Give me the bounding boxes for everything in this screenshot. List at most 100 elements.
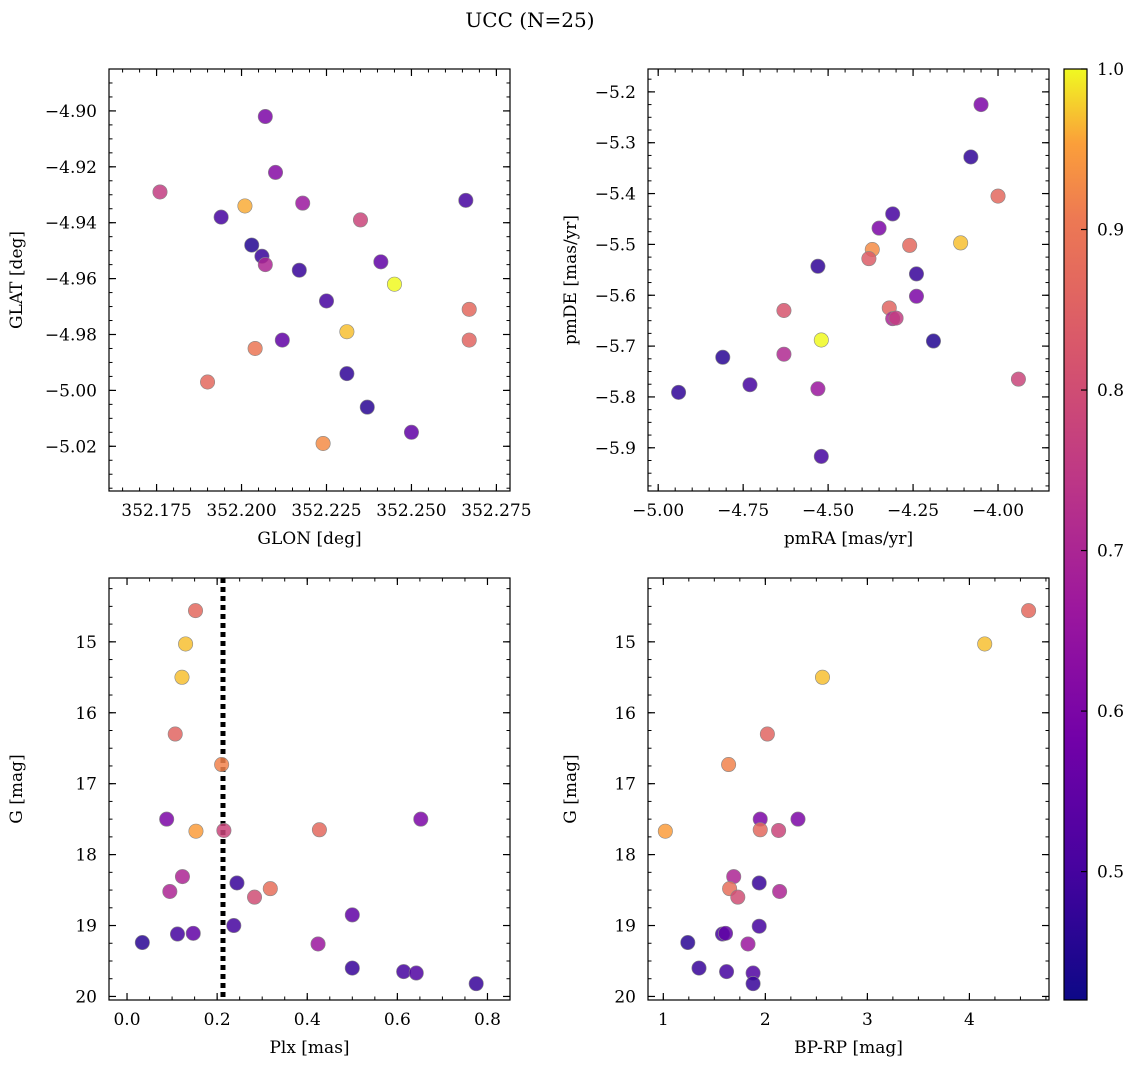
scatter-point <box>814 669 830 685</box>
scatter-point <box>885 206 901 222</box>
y-tick-label: −4.92 <box>45 158 97 178</box>
colorbar-tick-label: 1.0 <box>1097 60 1124 80</box>
scatter-point <box>742 377 758 393</box>
scatter-point <box>214 757 230 773</box>
scatter-point <box>339 324 355 340</box>
y-tick-label: 18 <box>75 846 97 866</box>
scatter-point <box>861 251 877 267</box>
y-tick-label: −4.94 <box>45 214 97 234</box>
x-tick-label: 0.2 <box>204 1010 231 1030</box>
scatter-point <box>772 883 788 899</box>
panel-plx-g: 0.0 0.2 0.4 0.6 0.8 15 16 17 18 19 20 Plx [mas] G [m… <box>7 577 511 1058</box>
scatter-point <box>813 448 829 464</box>
scatter-point <box>776 303 792 319</box>
scatter-point <box>229 875 245 891</box>
scatter-point <box>680 935 696 951</box>
x-tick-label: −4.00 <box>972 501 1024 521</box>
scatter-point <box>169 926 185 942</box>
y-axis-label: GLAT [deg] <box>7 231 27 329</box>
y-tick-label: 15 <box>75 633 97 653</box>
x-tick-label: −5.00 <box>632 501 684 521</box>
scatter-point <box>344 907 360 923</box>
scatter-point <box>311 822 327 838</box>
scatter-point <box>274 332 290 348</box>
scatter-point <box>413 811 429 827</box>
scatter-point <box>963 149 979 165</box>
x-tick-label: 2 <box>760 1010 771 1030</box>
scatter-point <box>310 936 326 952</box>
scatter-point <box>403 424 419 440</box>
scatter-point <box>953 235 969 251</box>
colorbar-tick-label: 0.8 <box>1097 381 1124 401</box>
y-axis-label: G [mag] <box>7 754 27 823</box>
panel-pmra-pmde: −5.00 −4.75 −4.50 −4.25 −4.00 −5.2 −5.3 −5.4 −5.… <box>561 68 1050 549</box>
panel-bprp-g: 1 2 3 4 15 16 17 18 19 20 BP-RP [mag] G [mag] <box>561 577 1050 1058</box>
scatter-point <box>718 925 734 941</box>
scatter-point <box>247 889 263 905</box>
scatter-point <box>902 237 918 253</box>
x-tick-label: 352.200 <box>206 501 276 521</box>
y-tick-label: −5.7 <box>595 337 636 357</box>
scatter-point <box>315 435 331 451</box>
panels: 352.175 352.200 352.225 352.250 352.275 −4.90… <box>7 68 1050 1058</box>
y-tick-label: 17 <box>614 775 636 795</box>
y-tick-label: 16 <box>75 704 97 724</box>
scatter-point <box>990 188 1006 204</box>
scatter-point <box>162 883 178 899</box>
scatter-point <box>188 603 204 619</box>
scatter-point <box>461 301 477 317</box>
y-tick-label: 20 <box>75 987 97 1007</box>
scatter-point <box>159 811 175 827</box>
x-axis-label: pmRA [mas/yr] <box>784 529 913 549</box>
y-tick-label: −5.9 <box>595 439 636 459</box>
scatter-point <box>691 960 707 976</box>
scatter-point <box>291 262 307 278</box>
scatter-point <box>776 346 792 362</box>
y-tick-label: −5.2 <box>595 83 636 103</box>
y-tick-label: 17 <box>75 775 97 795</box>
scatter-point <box>458 192 474 208</box>
scatter-point <box>752 822 768 838</box>
axes-frame <box>108 577 511 1001</box>
axes-frame <box>647 68 1050 492</box>
x-tick-label: 0.8 <box>474 1010 501 1030</box>
scatter-point <box>810 381 826 397</box>
scatter-point <box>977 636 993 652</box>
axes-frame <box>647 577 1050 1001</box>
scatter-point <box>262 881 278 897</box>
x-tick-label: −4.25 <box>887 501 939 521</box>
scatter-point <box>268 164 284 180</box>
y-tick-label: 19 <box>75 917 97 937</box>
scatter-point <box>719 964 735 980</box>
scatter-point <box>216 822 232 838</box>
scatter-point <box>1010 371 1026 387</box>
x-tick-label: 0.6 <box>384 1010 411 1030</box>
scatter-point <box>226 918 242 934</box>
y-tick-label: 19 <box>614 917 636 937</box>
scatter-point <box>188 823 204 839</box>
y-tick-label: −4.98 <box>45 325 97 345</box>
scatter-point <box>247 340 263 356</box>
scatter-point <box>257 109 273 125</box>
scatter-point <box>152 184 168 200</box>
scatter-point <box>813 332 829 348</box>
x-tick-label: 352.225 <box>291 501 361 521</box>
scatter-point <box>790 811 806 827</box>
y-tick-label: −5.6 <box>595 286 636 306</box>
y-tick-label: −4.90 <box>45 102 97 122</box>
x-tick-label: 352.275 <box>461 501 531 521</box>
scatter-point <box>396 964 412 980</box>
scatter-point <box>871 220 887 236</box>
x-tick-label: 4 <box>964 1010 975 1030</box>
scatter-point <box>352 212 368 228</box>
scatter-point <box>1021 603 1037 619</box>
y-axis-label: G [mag] <box>561 754 581 823</box>
x-tick-label: 352.250 <box>376 501 446 521</box>
y-tick-label: −5.00 <box>45 381 97 401</box>
y-tick-label: −5.02 <box>45 437 97 457</box>
scatter-point <box>295 195 311 211</box>
x-tick-label: 1 <box>658 1010 669 1030</box>
scatter-point <box>386 276 402 292</box>
x-tick-label: −4.75 <box>717 501 769 521</box>
